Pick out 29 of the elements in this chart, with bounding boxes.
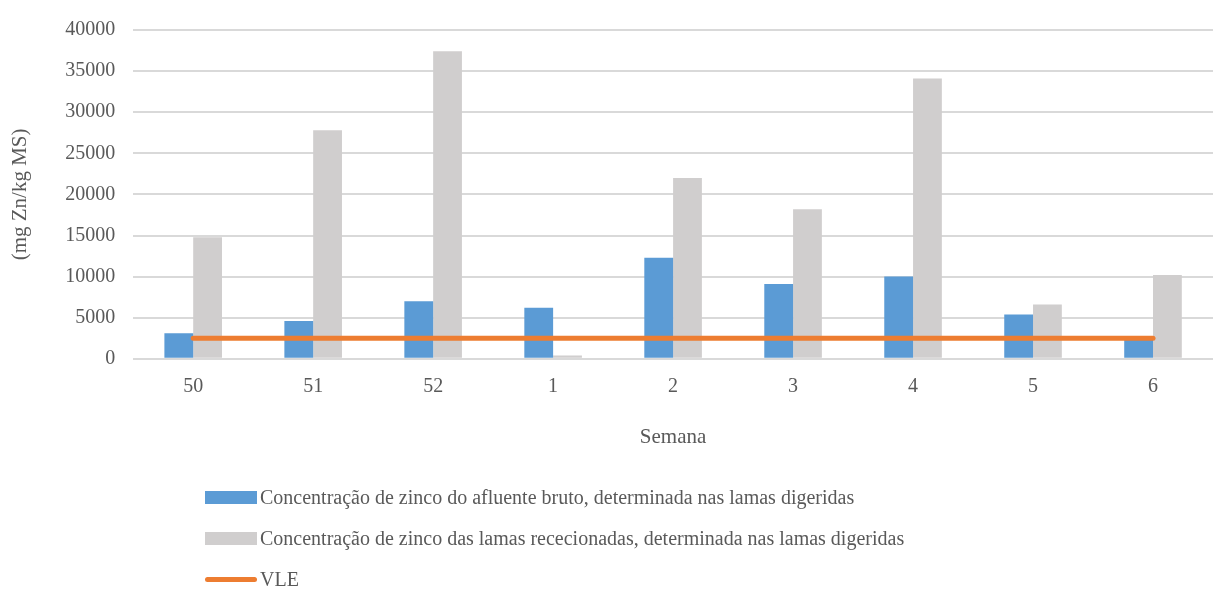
y-tick-label: 5000 — [75, 304, 116, 327]
bar — [404, 301, 434, 358]
x-tick-label: 5 — [1028, 374, 1039, 397]
y-tick-label: 15000 — [65, 222, 116, 245]
y-tick-label: 40000 — [65, 17, 116, 40]
x-tick-label: 51 — [303, 374, 324, 397]
x-tick-label: 1 — [548, 374, 559, 397]
y-axis-title: (mg Zn/kg MS) — [7, 128, 32, 261]
x-tick-label: 6 — [1148, 374, 1159, 397]
y-tick-label: 20000 — [65, 181, 116, 204]
x-tick-label: 3 — [788, 374, 799, 397]
legend-label: Concentração de zinco do afluente bruto, determinada nas lamas digeridas — [260, 486, 855, 509]
bar — [884, 276, 914, 358]
bar — [164, 333, 194, 358]
bar — [644, 257, 674, 358]
y-tick-label: 10000 — [65, 263, 116, 286]
y-tick-label: 30000 — [65, 99, 116, 122]
legend-label: VLE — [260, 568, 299, 590]
bar — [764, 284, 794, 358]
x-tick-label: 52 — [423, 374, 444, 397]
bar — [1124, 339, 1154, 358]
x-tick-label: 2 — [668, 374, 679, 397]
y-tick-label: 25000 — [65, 140, 116, 163]
x-tick-label: 4 — [908, 374, 919, 397]
x-tick-label: 50 — [183, 374, 204, 397]
legend-label: Concentração de zinco das lamas rececionadas, determinada nas lamas digeridas — [260, 527, 905, 550]
y-tick-label: 0 — [105, 346, 116, 369]
y-tick-label: 35000 — [65, 58, 116, 81]
x-axis-title: Semana — [639, 423, 708, 448]
